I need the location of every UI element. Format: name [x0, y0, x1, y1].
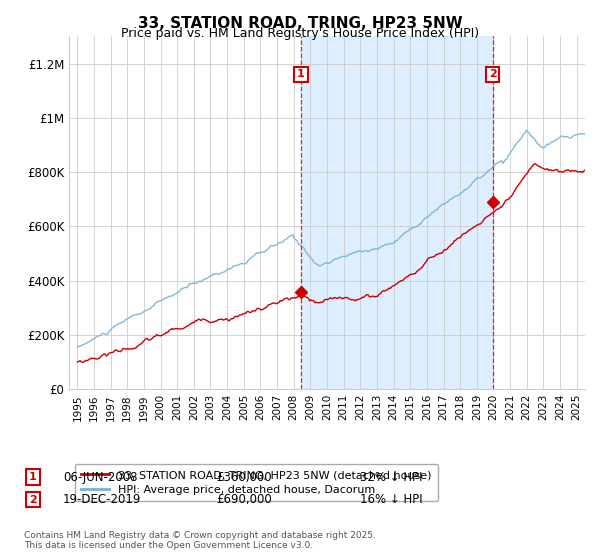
Text: 1: 1 — [29, 472, 37, 482]
Text: £360,000: £360,000 — [216, 470, 272, 484]
Text: 2: 2 — [29, 494, 37, 505]
Text: 19-DEC-2019: 19-DEC-2019 — [63, 493, 142, 506]
Text: 2: 2 — [489, 69, 497, 80]
Bar — [301, 36, 493, 389]
Text: 06-JUN-2008: 06-JUN-2008 — [63, 470, 137, 484]
Text: 33, STATION ROAD, TRING, HP23 5NW: 33, STATION ROAD, TRING, HP23 5NW — [137, 16, 463, 31]
Text: 16% ↓ HPI: 16% ↓ HPI — [360, 493, 422, 506]
Text: £690,000: £690,000 — [216, 493, 272, 506]
Text: Contains HM Land Registry data © Crown copyright and database right 2025.
This d: Contains HM Land Registry data © Crown c… — [24, 530, 376, 550]
Text: Price paid vs. HM Land Registry's House Price Index (HPI): Price paid vs. HM Land Registry's House … — [121, 27, 479, 40]
Text: 1: 1 — [297, 69, 305, 80]
Legend: 33, STATION ROAD, TRING, HP23 5NW (detached house), HPI: Average price, detached: 33, STATION ROAD, TRING, HP23 5NW (detac… — [74, 464, 438, 501]
Text: 32% ↓ HPI: 32% ↓ HPI — [360, 470, 422, 484]
